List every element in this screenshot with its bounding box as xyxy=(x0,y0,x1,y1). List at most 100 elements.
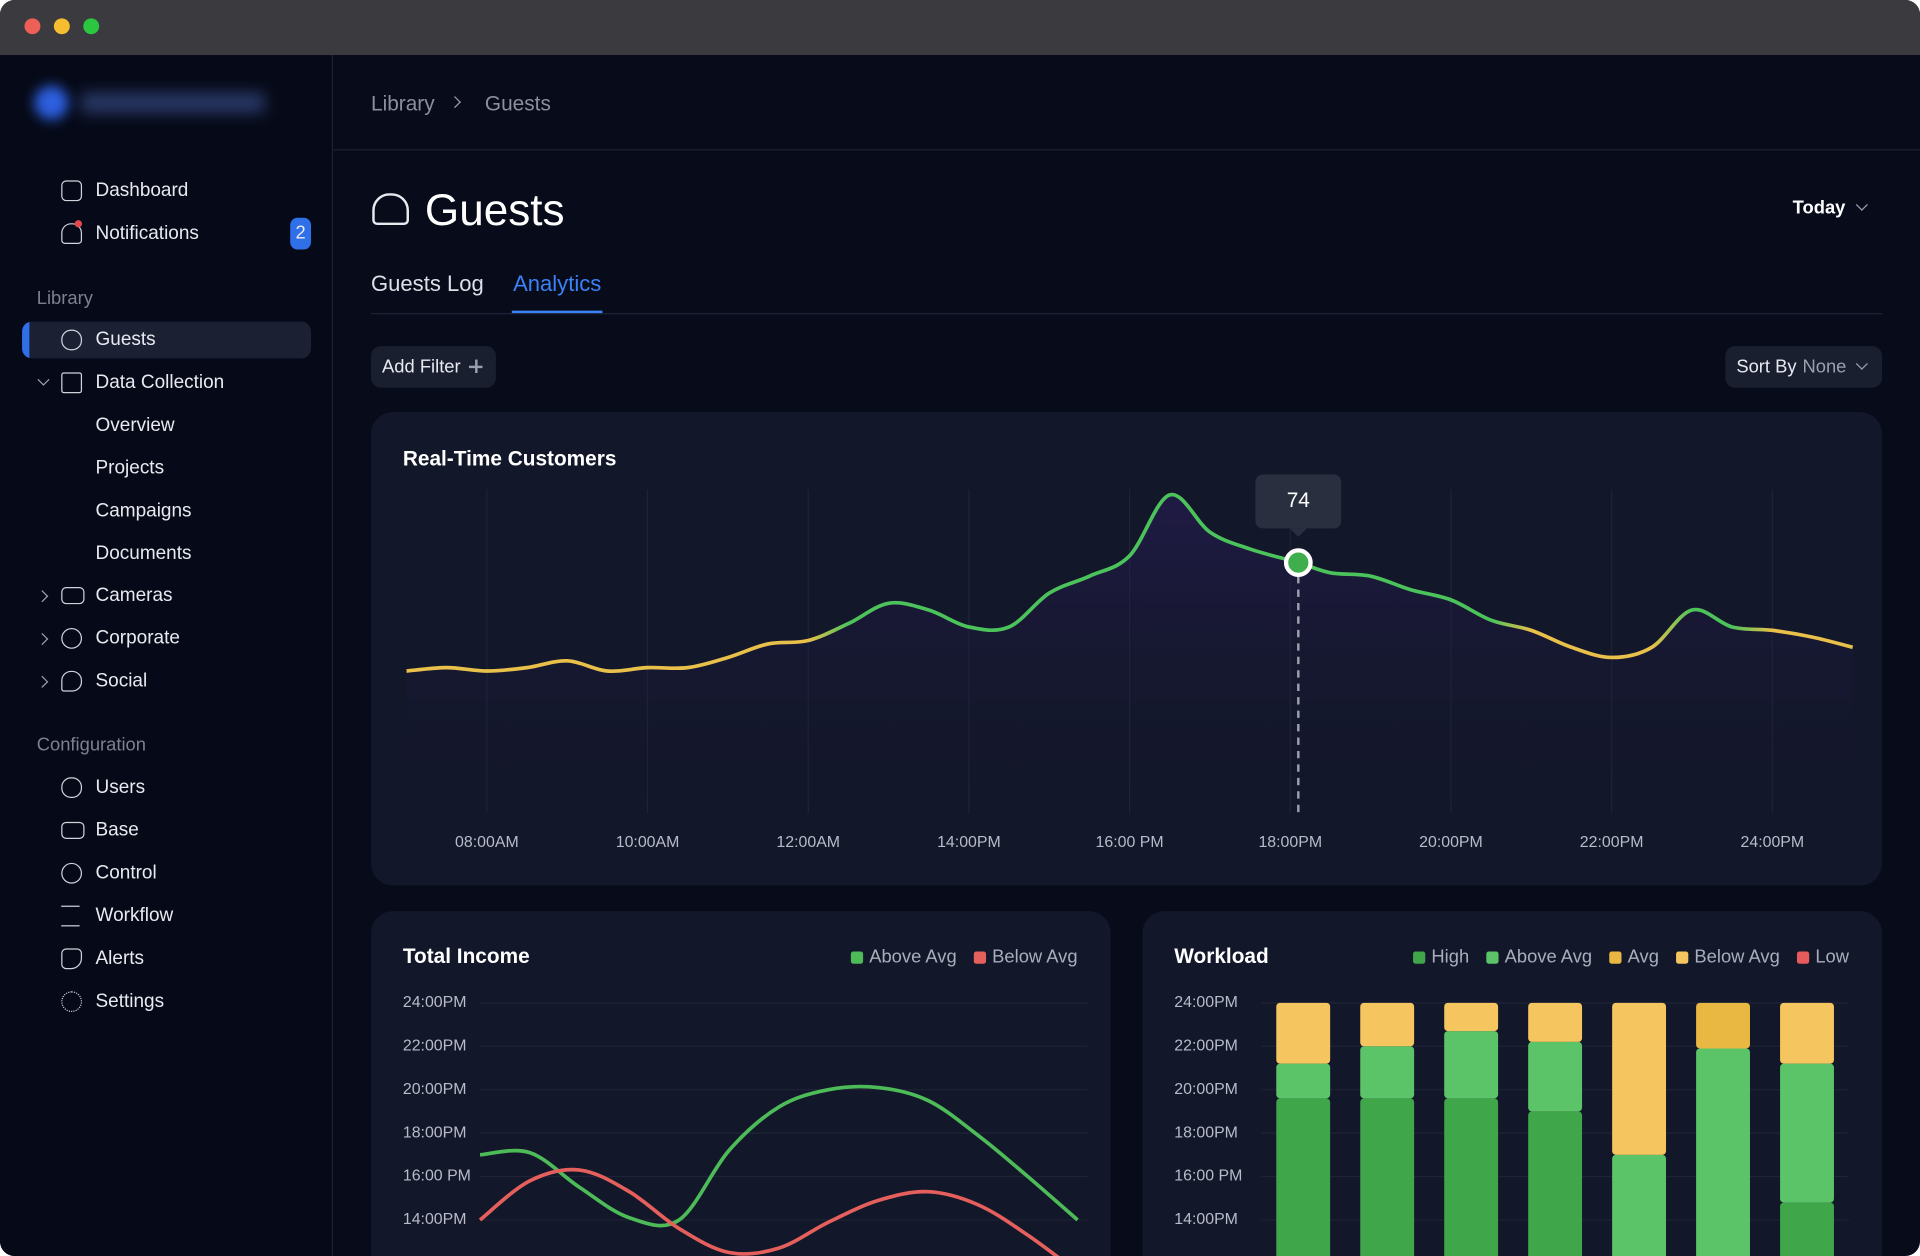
nav-item[interactable]: Data Collection xyxy=(95,372,225,393)
bar-segment xyxy=(1780,1202,1834,1256)
badge: 2 xyxy=(290,217,312,250)
tab[interactable]: Guests Log xyxy=(371,271,484,296)
logo-text xyxy=(80,92,265,113)
y-tick-label: 24:00PM xyxy=(403,994,467,1011)
sidebar xyxy=(0,55,334,1256)
legend-label: Above Avg xyxy=(1505,945,1592,966)
nav-item[interactable]: Notifications xyxy=(95,222,199,244)
minimize-button[interactable] xyxy=(53,18,70,35)
nav-subitem[interactable]: Projects xyxy=(95,457,165,479)
icon xyxy=(61,777,83,799)
legend-swatch xyxy=(850,951,864,964)
y-tick-label: 18:00PM xyxy=(1174,1124,1238,1141)
y-tick-label: 16:00 PM xyxy=(1174,1168,1242,1185)
bar-segment xyxy=(1528,1002,1583,1042)
line xyxy=(478,1167,1060,1256)
y-tick-label: 14:00PM xyxy=(1174,1211,1238,1228)
section-title: Library xyxy=(36,288,93,309)
breadcrumb-item[interactable]: Library xyxy=(371,92,435,116)
bar-segment xyxy=(1528,1111,1583,1256)
y-tick-label: 20:00PM xyxy=(403,1081,467,1098)
nav-item[interactable]: Alerts xyxy=(95,948,145,969)
divider xyxy=(333,149,1920,151)
tooltip-pointer xyxy=(1289,528,1307,537)
y-tick-label: 20:00PM xyxy=(1174,1081,1238,1098)
legend-label: Below Avg xyxy=(992,945,1077,966)
close-button[interactable] xyxy=(24,18,41,35)
sort-button[interactable] xyxy=(1725,346,1883,388)
sort-label: Sort By xyxy=(1736,356,1797,378)
tooltip-value: 74 xyxy=(1287,489,1310,512)
legend-swatch xyxy=(1609,951,1622,964)
x-tick-label: 24:00PM xyxy=(1741,834,1805,851)
icon xyxy=(61,670,83,692)
section-title: Configuration xyxy=(36,734,147,756)
nav-item[interactable]: Corporate xyxy=(95,627,180,649)
bar-segment xyxy=(1528,1041,1583,1112)
period-select[interactable]: Today xyxy=(1792,197,1846,219)
chart-title: Real-Time Customers xyxy=(403,447,617,470)
nav-item[interactable]: Users xyxy=(95,776,146,798)
bar-segment xyxy=(1444,1002,1499,1032)
icon xyxy=(61,948,83,970)
icon xyxy=(61,223,83,244)
y-tick-label: 24:00PM xyxy=(1174,994,1238,1011)
nav-subitem[interactable]: Overview xyxy=(95,414,175,436)
area xyxy=(406,494,1853,814)
icon xyxy=(61,862,83,884)
nav-subitem[interactable]: Campaigns xyxy=(95,500,192,522)
nav-item[interactable]: Guests xyxy=(95,329,156,351)
x-tick-label: 12:00AM xyxy=(776,834,840,851)
nav-subitem[interactable]: Documents xyxy=(95,543,192,565)
highlight-point xyxy=(1283,548,1313,577)
x-tick-label: 16:00 PM xyxy=(1096,834,1164,851)
bar-segment xyxy=(1276,1063,1331,1099)
icon xyxy=(61,180,83,202)
bar-segment xyxy=(1696,1002,1750,1049)
nav-item[interactable]: Social xyxy=(95,670,148,692)
icon xyxy=(61,587,85,605)
title-bar xyxy=(0,0,1920,56)
legend-swatch xyxy=(1676,951,1689,964)
chart-title: Total Income xyxy=(403,945,530,968)
y-tick-label: 22:00PM xyxy=(403,1037,467,1054)
plus-icon xyxy=(475,359,477,374)
bar-segment xyxy=(1612,1002,1667,1155)
filter-label: Add Filter xyxy=(382,356,461,378)
active-item xyxy=(22,321,312,359)
breadcrumb-item: Guests xyxy=(484,92,551,116)
x-tick-label: 18:00PM xyxy=(1258,834,1322,851)
x-tick-label: 08:00AM xyxy=(455,834,519,851)
tab[interactable]: Analytics xyxy=(513,271,602,296)
y-tick-label: 22:00PM xyxy=(1174,1037,1238,1054)
bar-segment xyxy=(1360,1046,1415,1099)
x-tick-label: 22:00PM xyxy=(1580,834,1644,851)
bar-segment xyxy=(1612,1154,1667,1256)
chart-title: Workload xyxy=(1174,945,1268,968)
legend-label: Low xyxy=(1815,945,1849,966)
nav-item[interactable]: Settings xyxy=(95,990,165,1012)
logo xyxy=(34,85,69,120)
icon xyxy=(61,821,85,839)
nav-item[interactable]: Control xyxy=(95,862,157,884)
x-tick-label: 14:00PM xyxy=(937,834,1001,851)
nav-item[interactable]: Workflow xyxy=(95,905,174,927)
legend-label: Above Avg xyxy=(869,945,956,966)
tooltip xyxy=(1255,474,1342,529)
bar-segment xyxy=(1276,1002,1331,1064)
line xyxy=(406,492,1854,674)
nav-item[interactable]: Cameras xyxy=(95,584,173,606)
title-icon xyxy=(372,193,409,226)
y-tick-label: 18:00PM xyxy=(403,1124,467,1141)
maximize-button[interactable] xyxy=(83,18,100,35)
legend-swatch xyxy=(1796,951,1810,964)
bar-segment xyxy=(1360,1002,1415,1047)
bar-segment xyxy=(1780,1002,1834,1064)
nav-item[interactable]: Dashboard xyxy=(95,180,189,201)
nav-item[interactable]: Base xyxy=(95,819,139,841)
notification-dot xyxy=(74,220,83,228)
tab-underline xyxy=(511,310,603,314)
legend-label: High xyxy=(1431,945,1469,966)
line xyxy=(479,1084,1079,1228)
